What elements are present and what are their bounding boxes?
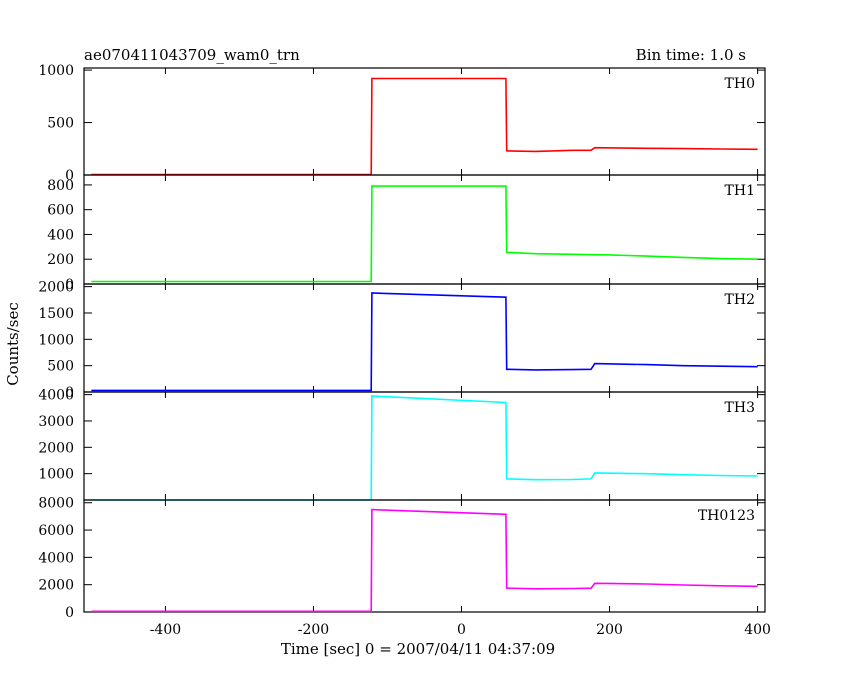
panel-name-label: TH0123 bbox=[698, 508, 755, 524]
y-tick-label: 500 bbox=[47, 116, 74, 132]
series-line-th0123 bbox=[91, 508, 758, 613]
panel-frame bbox=[83, 499, 766, 613]
x-tick-label: 0 bbox=[457, 622, 466, 638]
panels-group: 0 500 1000 TH0 0 200 400 600 800 TH1 0 500 1000 1500 2… bbox=[38, 63, 766, 621]
y-tick-label: 3000 bbox=[38, 414, 74, 430]
y-tick-label: 500 bbox=[47, 359, 74, 375]
y-tick-label: 1000 bbox=[38, 467, 74, 483]
y-tick-label: 2000 bbox=[38, 440, 74, 456]
y-tick-label: 1000 bbox=[38, 332, 74, 348]
y-tick-label: 1000 bbox=[38, 63, 74, 79]
y-tick-label: 400 bbox=[47, 227, 74, 243]
series-line-th2 bbox=[91, 292, 758, 392]
y-tick-label: 4000 bbox=[38, 550, 74, 566]
panel-frame bbox=[83, 67, 766, 176]
panel-frame bbox=[83, 174, 766, 285]
panel-th1: 0 200 400 600 800 TH1 bbox=[47, 174, 766, 293]
bin-time-label: Bin time: 1.0 s bbox=[636, 46, 746, 64]
series-line-th1 bbox=[91, 185, 758, 283]
series-line-th0 bbox=[91, 77, 758, 176]
x-axis-label: Time [sec] 0 = 2007/04/11 04:37:09 bbox=[281, 640, 555, 658]
y-tick-label: 0 bbox=[65, 168, 74, 184]
y-tick-label: 600 bbox=[47, 203, 74, 219]
y-tick-label: 8000 bbox=[38, 496, 74, 512]
panel-frame bbox=[83, 283, 766, 393]
x-tick-label: 200 bbox=[596, 622, 623, 638]
y-tick-label: 2000 bbox=[38, 280, 74, 296]
panel-frame bbox=[83, 391, 766, 501]
y-tick-label: 800 bbox=[47, 178, 74, 194]
panel-name-label: TH0 bbox=[725, 76, 755, 92]
panel-th2: 0 500 1000 1500 2000 TH2 bbox=[38, 280, 766, 401]
panel-name-label: TH1 bbox=[725, 183, 755, 199]
y-tick-label: 4000 bbox=[38, 388, 74, 404]
x-axis: -400 -200 0 200 400 bbox=[150, 622, 771, 638]
y-tick-label: 6000 bbox=[38, 523, 74, 539]
x-tick-label: -200 bbox=[298, 622, 329, 638]
panel-name-label: TH2 bbox=[725, 292, 755, 308]
y-tick-label: 0 bbox=[65, 277, 74, 293]
panel-th0: 0 500 1000 TH0 bbox=[38, 63, 766, 184]
x-tick-label: -400 bbox=[150, 622, 181, 638]
panel-th0123: 0 2000 4000 6000 8000 TH0123 bbox=[38, 496, 766, 621]
panel-name-label: TH3 bbox=[725, 400, 755, 416]
plot-title: ae070411043709_wam0_trn bbox=[84, 46, 300, 64]
y-tick-label: 2000 bbox=[38, 578, 74, 594]
y-tick-label: 200 bbox=[47, 252, 74, 268]
y-tick-label: 0 bbox=[65, 605, 74, 621]
y-tick-label: 0 bbox=[65, 385, 74, 401]
y-tick-label: 1500 bbox=[38, 306, 74, 322]
series-line-th3 bbox=[91, 395, 758, 501]
y-axis-label: Counts/sec bbox=[4, 302, 22, 386]
x-tick-label: 400 bbox=[744, 622, 771, 638]
panel-th3: 1000 2000 3000 4000 TH3 bbox=[38, 388, 766, 501]
